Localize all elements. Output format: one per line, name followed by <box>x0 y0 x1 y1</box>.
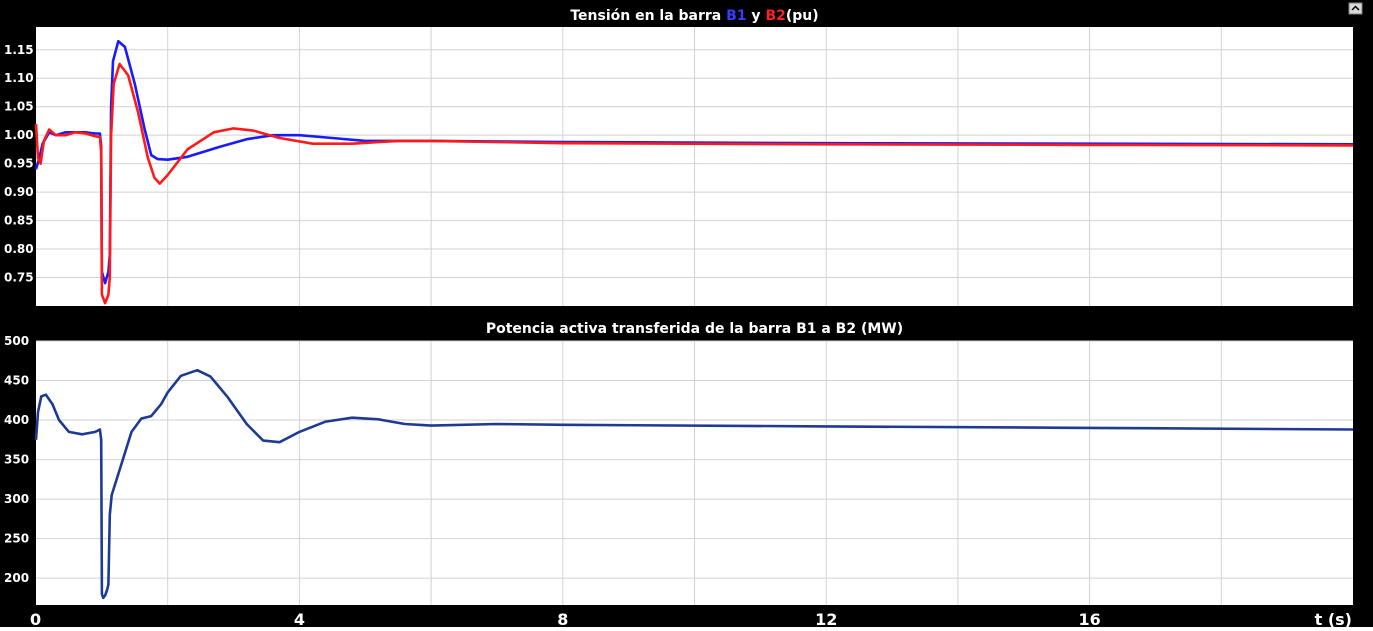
title-segment: B1 <box>726 8 746 24</box>
voltage-panel: Tensión en la barra B1 y B2(pu) 0.75 0.80 0… <box>4 8 1354 306</box>
x-tick-label: 12 <box>815 610 837 627</box>
y-tick-label: 350 <box>4 453 29 467</box>
y-tick-label: 1.10 <box>4 71 34 85</box>
y-tick-label: 200 <box>4 571 29 585</box>
x-tick-label: 8 <box>557 610 568 627</box>
power-panel: Potencia activa transferida de la barra … <box>4 321 1354 629</box>
y-tick-label: 450 <box>4 374 29 388</box>
y-tick-label: 500 <box>4 334 29 348</box>
title-segment: B2 <box>765 8 785 24</box>
y-tick-label: 0.95 <box>4 157 34 171</box>
expand-icon[interactable] <box>1348 2 1363 15</box>
y-tick-label: 1.15 <box>4 43 34 57</box>
x-tick-label: 16 <box>1078 610 1100 627</box>
y-tick-label: 1.00 <box>4 128 34 142</box>
x-tick-label: 0 <box>30 610 41 627</box>
y-tick-label: 300 <box>4 492 29 506</box>
title-segment: y <box>747 8 766 24</box>
chart-title: Tensión en la barra B1 y B2(pu) <box>570 8 818 24</box>
series-line-1 <box>34 62 1354 305</box>
y-tick-label: 0.80 <box>4 242 34 256</box>
y-tick-label: 0.75 <box>4 271 34 285</box>
y-tick-label: 400 <box>4 413 29 427</box>
chart-title: Potencia activa transferida de la barra … <box>486 321 903 337</box>
x-axis-label: t (s) <box>1315 610 1352 627</box>
series-line-0 <box>34 368 1354 600</box>
title-segment: (pu) <box>786 8 819 24</box>
y-tick-label: 0.90 <box>4 185 34 199</box>
y-tick-label: 1.05 <box>4 100 34 114</box>
y-tick-label: 250 <box>4 532 29 546</box>
y-tick-label: 0.85 <box>4 214 34 228</box>
title-segment: Tensión en la barra <box>570 8 726 24</box>
x-tick-label: 4 <box>294 610 305 627</box>
